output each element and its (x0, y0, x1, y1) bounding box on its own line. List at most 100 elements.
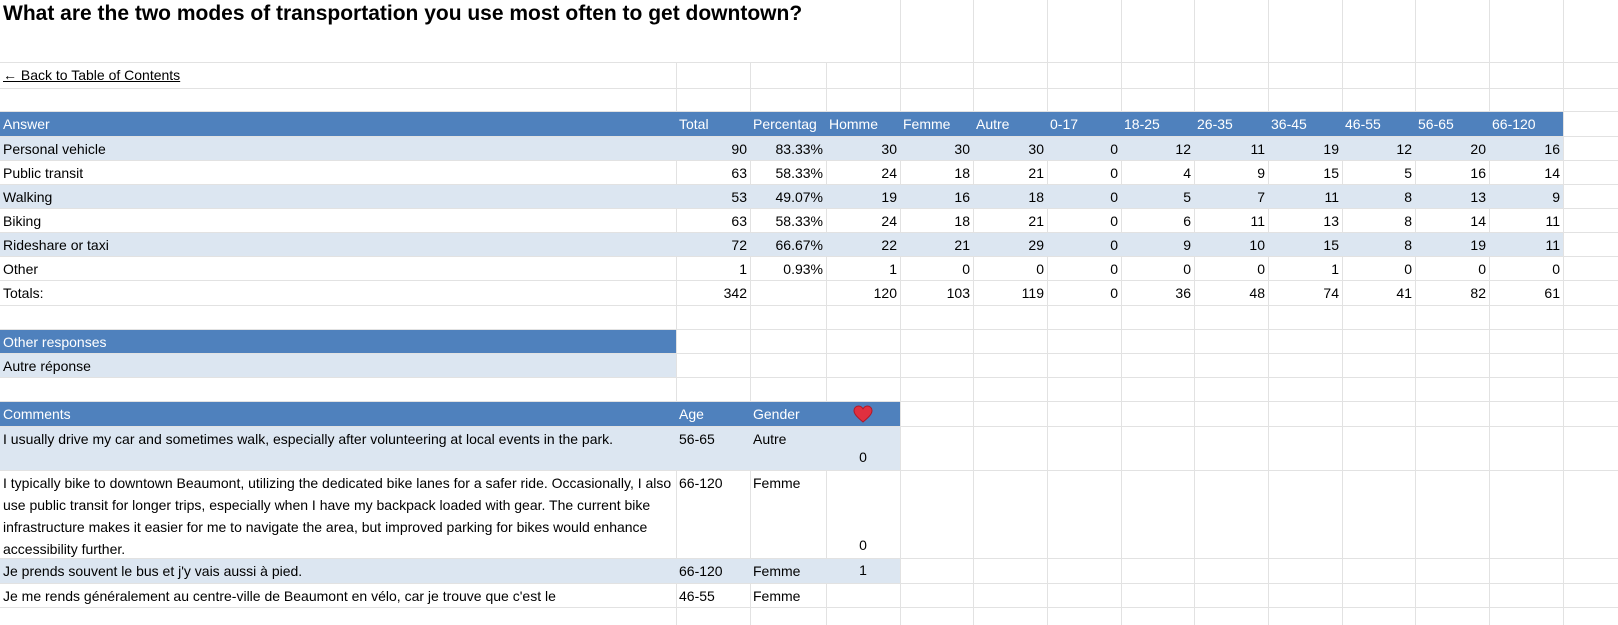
row-fill (0, 185, 1563, 208)
age-cell: 66-120 (679, 475, 723, 491)
total-cell: 103 (946, 285, 970, 301)
value-cell: 13 (1470, 189, 1486, 205)
answer-label: Other (3, 261, 39, 277)
value-cell: 19 (881, 189, 897, 205)
value-cell: 18 (954, 165, 970, 181)
value-cell: 1 (1331, 261, 1339, 277)
gender-cell: Femme (753, 588, 801, 604)
header-cell: Autre (976, 116, 1010, 132)
value-cell: 1 (739, 261, 747, 277)
gender-cell: Femme (753, 563, 801, 579)
value-cell: 21 (1028, 165, 1044, 181)
value-cell: 0 (962, 261, 970, 277)
value-cell: 14 (1544, 165, 1560, 181)
row-fill (0, 330, 676, 353)
value-cell: 63 (731, 165, 747, 181)
value-cell: 21 (954, 237, 970, 253)
column-line (1415, 0, 1416, 625)
total-cell: 48 (1249, 285, 1265, 301)
total-cell: 41 (1396, 285, 1412, 301)
row-line (0, 256, 1618, 257)
value-cell: 0 (1110, 165, 1118, 181)
value-cell: 63 (731, 213, 747, 229)
column-line (676, 62, 677, 625)
answer-label: Personal vehicle (3, 141, 106, 157)
header-cell: 0-17 (1050, 116, 1079, 132)
gender-cell: Autre (753, 431, 787, 447)
age-cell: 66-120 (679, 563, 723, 579)
comment-text: Je prends souvent le bus et j'y vais aus… (3, 563, 303, 579)
header-cell: 56-65 (1418, 116, 1454, 132)
age-cell: 46-55 (679, 588, 715, 604)
answer-label: Public transit (3, 165, 84, 181)
header-cell: 36-45 (1271, 116, 1307, 132)
column-line (1268, 0, 1269, 625)
total-cell: 342 (723, 285, 747, 301)
row-fill (0, 112, 1563, 136)
row-line (0, 232, 1618, 233)
value-cell: 22 (881, 237, 897, 253)
value-cell: 0 (1110, 261, 1118, 277)
column-line (973, 0, 974, 625)
row-line (0, 136, 1618, 137)
value-cell: 9 (1257, 165, 1265, 181)
row-line (0, 470, 1618, 471)
age-cell: 56-65 (679, 431, 715, 447)
value-cell: 0 (1552, 261, 1560, 277)
header-cell: 18-25 (1124, 116, 1160, 132)
sheet-title: What are the two modes of transportation… (3, 2, 803, 25)
value-cell: 0 (1478, 261, 1486, 277)
column-line (1489, 0, 1490, 625)
header-cell: 26-35 (1197, 116, 1233, 132)
row-line (0, 329, 1618, 330)
back-link[interactable]: ← Back to Table of Contents (3, 67, 181, 83)
value-cell: 5 (1404, 165, 1412, 181)
value-cell: 7 (1257, 189, 1265, 205)
value-cell: 30 (881, 141, 897, 157)
value-cell: 1 (889, 261, 897, 277)
value-cell: 10 (1249, 237, 1265, 253)
value-cell: 14 (1470, 213, 1486, 229)
comment-text: I usually drive my car and sometimes wal… (3, 431, 614, 447)
header-cell: Answer (3, 116, 50, 132)
value-cell: 30 (1028, 141, 1044, 157)
value-cell: 5 (1183, 189, 1191, 205)
value-cell: 16 (954, 189, 970, 205)
value-cell: 12 (1396, 141, 1412, 157)
header-cell: Age (679, 406, 704, 422)
value-cell: 24 (881, 165, 897, 181)
row-fill (0, 233, 1563, 256)
total-cell: 82 (1470, 285, 1486, 301)
value-cell: 11 (1545, 237, 1560, 253)
value-cell: 58.33% (775, 165, 823, 181)
response-cell: Autre réponse (3, 358, 91, 374)
value-cell: 15 (1323, 237, 1339, 253)
row-line (0, 62, 1618, 63)
header-cell: Total (679, 116, 709, 132)
row-line (0, 160, 1618, 161)
value-cell: 24 (881, 213, 897, 229)
gender-cell: Femme (753, 475, 801, 491)
value-cell: 0 (1110, 213, 1118, 229)
value-cell: 0 (1110, 237, 1118, 253)
row-fill (0, 354, 676, 377)
header-cell: 46-55 (1345, 116, 1381, 132)
column-line (1047, 0, 1048, 625)
answer-label: Biking (3, 213, 42, 229)
value-cell: 0 (1183, 261, 1191, 277)
row-line (0, 558, 1618, 559)
row-line (0, 305, 1618, 306)
row-line (0, 401, 1618, 402)
value-cell: 72 (731, 237, 747, 253)
row-line (0, 88, 1618, 89)
value-cell: 20 (1470, 141, 1486, 157)
comment-text: I typically bike to downtown Beaumont, u… (3, 475, 672, 557)
value-cell: 58.33% (775, 213, 823, 229)
row-line (0, 607, 1618, 608)
total-cell: 61 (1544, 285, 1560, 301)
row-fill (0, 137, 1563, 160)
value-cell: 66.67% (775, 237, 823, 253)
value-cell: 0 (1257, 261, 1265, 277)
column-line (1342, 0, 1343, 625)
